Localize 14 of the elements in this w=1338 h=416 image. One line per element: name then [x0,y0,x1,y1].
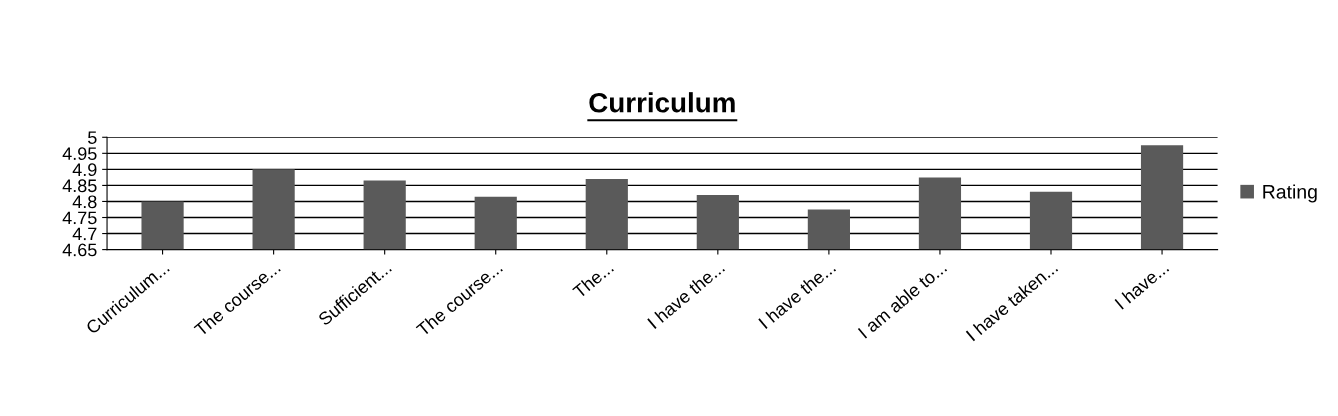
y-tick-label: 4.9 [72,163,97,177]
y-tick-label: 4.7 [72,227,97,241]
y-tick-label: 4.95 [62,147,97,161]
y-tick-label: 4.75 [62,211,97,225]
y-tick-label: 5 [88,131,97,144]
chart-title: Curriculum [589,92,735,113]
y-tick-label: 4.65 [62,243,97,257]
x-tick-label: I am able to... [857,260,948,339]
x-tick-label: I have the... [757,260,837,330]
x-tick-label: I have the... [646,260,726,330]
y-tick-label: 4.8 [72,195,97,209]
x-tick-label: The... [571,260,615,299]
legend-label: Rating [1263,184,1317,203]
y-tick-label: 4.85 [62,179,97,193]
